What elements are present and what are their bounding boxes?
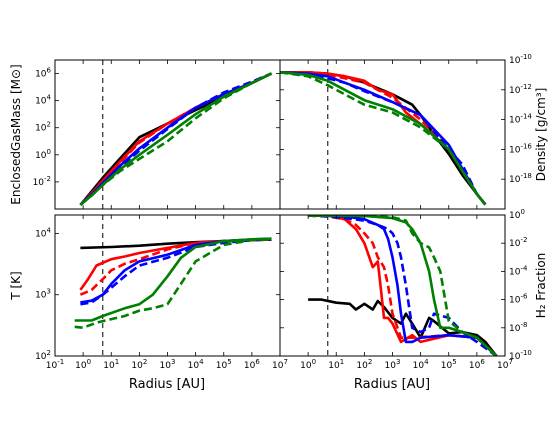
h2fraction-series-red-solid — [308, 215, 498, 356]
h2fraction-panel: 100 10-2 10-4 10-6 10-8 10-10 100 101 102 103 104 1… — [279, 208, 548, 371]
h2fraction-xtick-label: 100 — [300, 358, 316, 371]
mass-ytick-label: 102 — [35, 121, 51, 134]
mass-ytick-label: 100 — [35, 148, 51, 161]
temperature-panel: 102 103 104 10-1 100 101 102 103 104 105 106 107 T [… — [9, 214, 288, 371]
temperature-series-green-solid — [74, 237, 272, 322]
temperature-series-green-dashed — [74, 238, 272, 330]
h2fraction-ytick-label: 10-4 — [509, 264, 528, 277]
density-ytick-label: 10-14 — [509, 113, 532, 126]
temperature-series-blue-dashed — [80, 238, 272, 306]
h2fraction-ytick-label: 10-8 — [509, 321, 527, 334]
x-axis-label-left: Radius [AU] — [129, 377, 205, 392]
density-series-red-solid — [280, 71, 487, 206]
temperature-ytick-label: 104 — [35, 226, 51, 239]
h2fraction-xtick-label: 103 — [385, 358, 401, 371]
h2fraction-series-blue-dashed — [308, 215, 498, 356]
density-panel: 10-10 10-12 10-14 10-16 10-18 Density [g/cm³] — [279, 53, 548, 210]
temperature-ytick-label: 103 — [35, 288, 51, 301]
h2fraction-series-black-solid — [308, 298, 498, 356]
h2fraction-y-axis-label: H₂ Fraction — [534, 253, 548, 319]
mass-series-blue-dashed — [79, 72, 273, 206]
temperature-xtick-label: 104 — [188, 358, 204, 371]
mass-y-axis-label: EnclosedGasMass [M⊙] — [9, 64, 23, 204]
h2fraction-ytick-label: 10-10 — [509, 349, 532, 362]
h2fraction-ytick-label: 10-6 — [509, 293, 528, 306]
x-axis-label-right: Radius [AU] — [354, 377, 430, 392]
mass-series-red-solid — [79, 72, 273, 206]
density-ytick-label: 10-12 — [509, 83, 532, 96]
h2fraction-xtick-label: 107 — [497, 358, 513, 371]
density-series-blue-dashed — [280, 71, 487, 206]
h2fraction-xtick-label: 105 — [441, 358, 457, 371]
density-series-green-solid — [280, 71, 487, 206]
mass-series-green-dashed — [79, 72, 273, 206]
h2fraction-xtick-label: 102 — [356, 358, 372, 371]
h2fraction-xtick-label: 101 — [328, 358, 344, 371]
temperature-xtick-label: 105 — [216, 358, 232, 371]
mass-series-black-solid — [79, 72, 273, 206]
mass-ytick-label: 10-2 — [33, 175, 51, 188]
mass-series-red-dashed — [79, 72, 273, 206]
mass-ytick-label: 106 — [35, 67, 51, 80]
temperature-ytick-label: 102 — [35, 349, 51, 362]
mass-series-green-solid — [79, 72, 273, 206]
h2fraction-ytick-label: 100 — [509, 208, 525, 221]
h2fraction-ytick-label: 10-2 — [509, 236, 527, 249]
temperature-xtick-label: 101 — [103, 358, 119, 371]
density-y-axis-label: Density [g/cm³] — [534, 88, 548, 182]
mass-ytick-label: 104 — [35, 94, 51, 107]
density-ytick-label: 10-16 — [509, 142, 532, 155]
h2fraction-series-blue-solid — [308, 215, 498, 356]
temperature-xtick-label: 103 — [160, 358, 176, 371]
temperature-xtick-label: 100 — [75, 358, 91, 371]
mass-series-blue-solid — [79, 72, 273, 206]
temperature-xtick-label: 102 — [131, 358, 147, 371]
temperature-xtick-label: 107 — [272, 358, 288, 371]
h2fraction-series-green-dashed — [308, 215, 498, 356]
mass-panel: 10-2 100 102 104 106 EnclosedGasMass [M⊙] — [9, 59, 281, 210]
density-ytick-label: 10-18 — [509, 172, 532, 185]
temperature-y-axis-label: T [K] — [9, 271, 23, 300]
temperature-frame — [54, 214, 281, 357]
h2fraction-xtick-label: 106 — [469, 358, 485, 371]
density-series-green-dashed — [280, 71, 487, 206]
temperature-xtick-label: 106 — [244, 358, 260, 371]
temperature-xtick-label: 10-1 — [46, 358, 64, 371]
h2fraction-xtick-label: 104 — [413, 358, 429, 371]
density-ytick-label: 10-10 — [509, 53, 532, 66]
